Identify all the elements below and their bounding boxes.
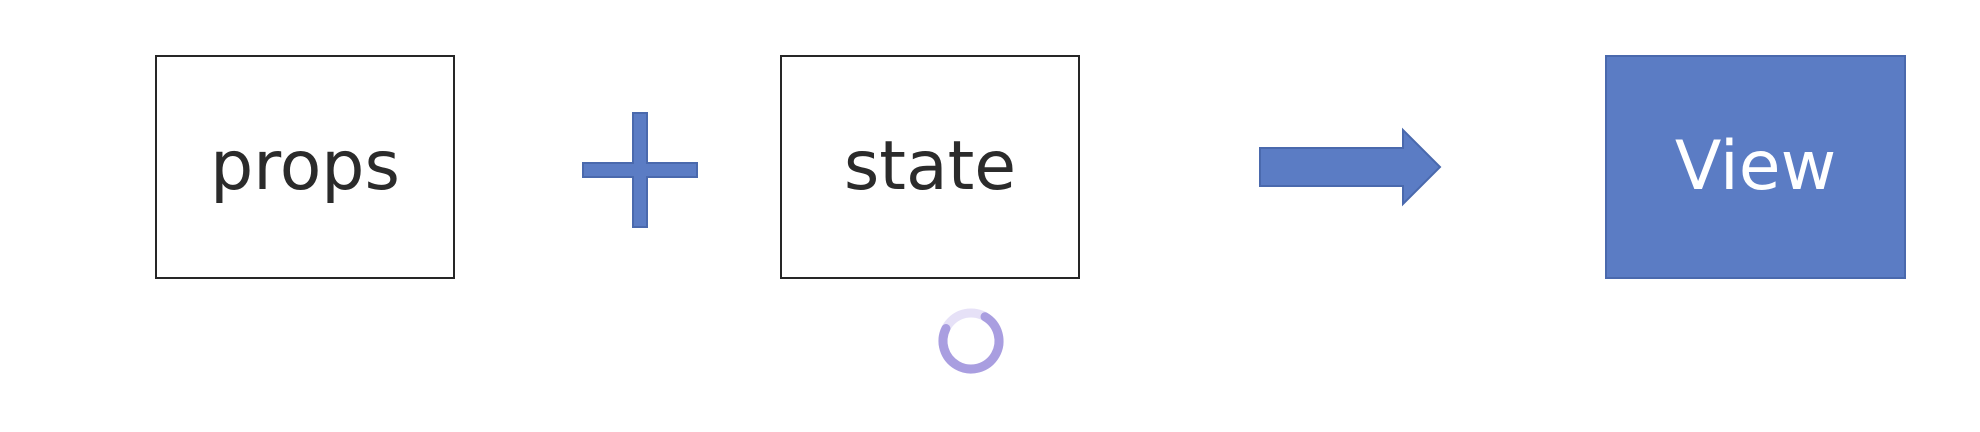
plus-icon <box>582 112 698 228</box>
view-label: View <box>1674 127 1837 206</box>
arrow-right-icon <box>1259 127 1442 207</box>
state-box: state <box>780 55 1080 279</box>
props-box: props <box>155 55 455 279</box>
state-label: state <box>843 127 1017 206</box>
spinner-icon <box>938 308 1004 374</box>
props-label: props <box>210 127 400 206</box>
view-box: View <box>1605 55 1906 279</box>
